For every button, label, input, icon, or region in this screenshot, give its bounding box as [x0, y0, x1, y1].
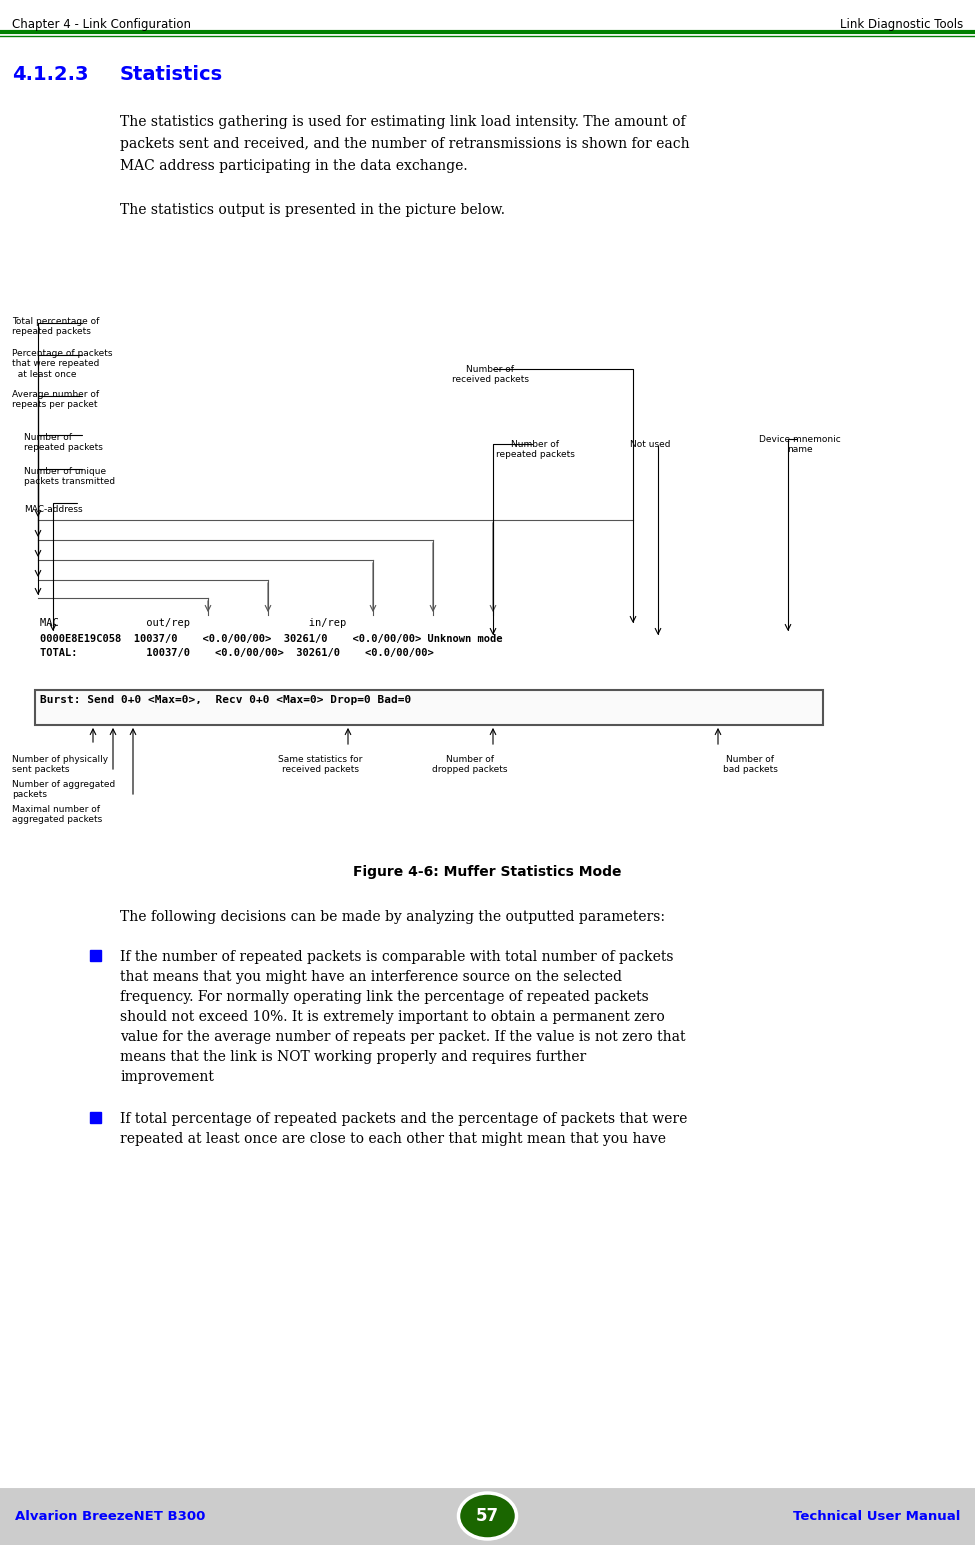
Text: packets sent and received, and the number of retransmissions is shown for each: packets sent and received, and the numbe… — [120, 138, 689, 151]
Text: Number of
received packets: Number of received packets — [451, 365, 528, 385]
Text: improvement: improvement — [120, 1071, 214, 1085]
Text: Average number of
repeats per packet: Average number of repeats per packet — [12, 389, 99, 409]
Text: 0000E8E19C058  10037/0    <0.0/00/00>  30261/0    <0.0/00/00> Unknown mode: 0000E8E19C058 10037/0 <0.0/00/00> 30261/… — [40, 633, 502, 644]
Text: Link Diagnostic Tools: Link Diagnostic Tools — [839, 19, 963, 31]
Text: Number of physically
sent packets: Number of physically sent packets — [12, 756, 108, 774]
Text: Number of
dropped packets: Number of dropped packets — [432, 756, 508, 774]
Ellipse shape — [458, 1492, 517, 1539]
Text: Percentage of packets
that were repeated
  at least once: Percentage of packets that were repeated… — [12, 349, 112, 379]
Text: MAC address participating in the data exchange.: MAC address participating in the data ex… — [120, 159, 468, 173]
Text: should not exceed 10%. It is extremely important to obtain a permanent zero: should not exceed 10%. It is extremely i… — [120, 1010, 665, 1024]
Text: Device mnemonic
name: Device mnemonic name — [760, 436, 840, 454]
Text: The statistics output is presented in the picture below.: The statistics output is presented in th… — [120, 202, 505, 216]
Text: Number of unique
packets transmitted: Number of unique packets transmitted — [24, 467, 115, 487]
Bar — [90, 950, 101, 961]
Text: If the number of repeated packets is comparable with total number of packets: If the number of repeated packets is com… — [120, 950, 674, 964]
Text: The statistics gathering is used for estimating link load intensity. The amount : The statistics gathering is used for est… — [120, 114, 685, 128]
Text: value for the average number of repeats per packet. If the value is not zero tha: value for the average number of repeats … — [120, 1031, 685, 1044]
Text: 57: 57 — [476, 1506, 499, 1525]
Text: that means that you might have an interference source on the selected: that means that you might have an interf… — [120, 970, 622, 984]
Text: If total percentage of repeated packets and the percentage of packets that were: If total percentage of repeated packets … — [120, 1112, 687, 1126]
Text: Chapter 4 - Link Configuration: Chapter 4 - Link Configuration — [12, 19, 191, 31]
Text: Not used: Not used — [630, 440, 670, 450]
Text: The following decisions can be made by analyzing the outputted parameters:: The following decisions can be made by a… — [120, 910, 665, 924]
Text: repeated at least once are close to each other that might mean that you have: repeated at least once are close to each… — [120, 1132, 666, 1146]
Text: Number of aggregated
packets: Number of aggregated packets — [12, 780, 115, 799]
Text: Number of
bad packets: Number of bad packets — [722, 756, 777, 774]
Text: Figure 4-6: Muffer Statistics Mode: Figure 4-6: Muffer Statistics Mode — [353, 865, 622, 879]
Text: TOTAL:           10037/0    <0.0/00/00>  30261/0    <0.0/00/00>: TOTAL: 10037/0 <0.0/00/00> 30261/0 <0.0/… — [40, 647, 434, 658]
Text: Alvarion BreezeNET B300: Alvarion BreezeNET B300 — [15, 1509, 206, 1522]
Bar — [35, 691, 823, 725]
Text: Same statistics for
received packets: Same statistics for received packets — [278, 756, 362, 774]
Text: Burst: Send 0+0 <Max=0>,  Recv 0+0 <Max=0> Drop=0 Bad=0: Burst: Send 0+0 <Max=0>, Recv 0+0 <Max=0… — [40, 695, 411, 705]
Text: Total percentage of
repeated packets: Total percentage of repeated packets — [12, 317, 99, 337]
Text: Statistics: Statistics — [120, 65, 223, 83]
Text: Number of
repeated packets: Number of repeated packets — [495, 440, 574, 459]
Text: Technical User Manual: Technical User Manual — [793, 1509, 960, 1522]
Text: Maximal number of
aggregated packets: Maximal number of aggregated packets — [12, 805, 102, 825]
Bar — [0, 1486, 975, 1545]
Bar — [90, 1112, 101, 1123]
Text: MAC              out/rep                   in/rep: MAC out/rep in/rep — [40, 618, 346, 627]
Text: 4.1.2.3: 4.1.2.3 — [12, 65, 89, 83]
Text: means that the link is NOT working properly and requires further: means that the link is NOT working prope… — [120, 1051, 586, 1065]
Text: frequency. For normally operating link the percentage of repeated packets: frequency. For normally operating link t… — [120, 990, 648, 1004]
Text: Number of
repeated packets: Number of repeated packets — [24, 433, 103, 453]
Text: MAC-address: MAC-address — [24, 505, 83, 514]
